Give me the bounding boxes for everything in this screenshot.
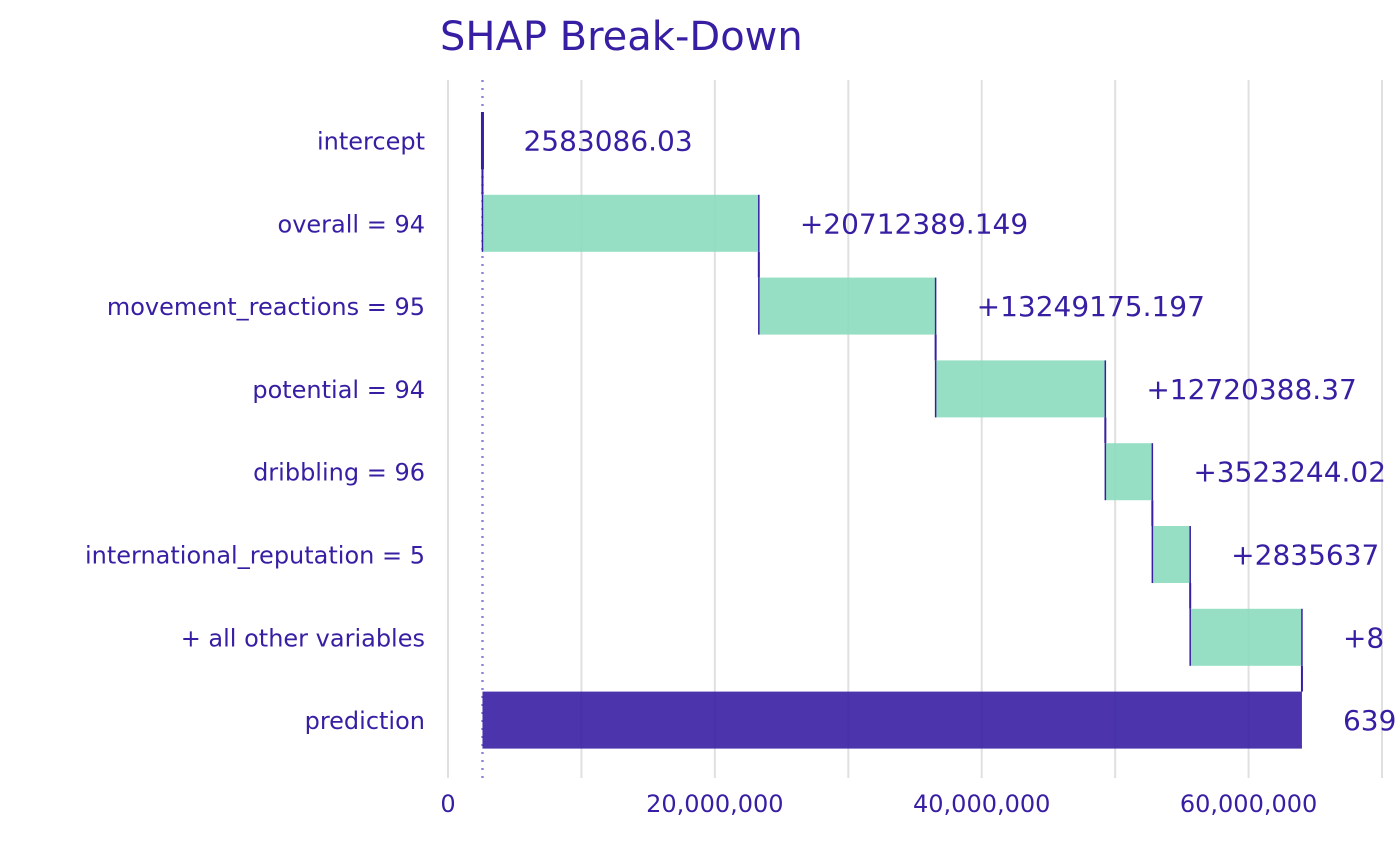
contribution-bar: [758, 277, 936, 335]
variable-label: dribbling = 96: [253, 459, 425, 487]
value-label: +2835637: [1231, 539, 1379, 572]
x-tick-label: 40,000,000: [913, 790, 1050, 818]
contribution-bar: [1105, 443, 1153, 501]
value-label: +3523244.02: [1193, 456, 1386, 489]
bars-layer: [480, 112, 1303, 749]
x-axis-ticks: 0 20,000,000 40,000,000 60,000,000: [440, 790, 1317, 818]
contribution-bar: [1190, 608, 1302, 666]
chart-title: SHAP Break-Down: [440, 14, 803, 60]
contribution-bar: [482, 194, 759, 252]
variable-label: potential = 94: [252, 376, 425, 404]
value-label: 639: [1343, 704, 1396, 737]
contribution-bar: [935, 360, 1106, 418]
labels-layer: intercept 2583086.03 overall = 94 +20712389…: [85, 125, 1396, 738]
value-label: 2583086.03: [523, 125, 692, 158]
variable-label: international_reputation = 5: [85, 542, 425, 570]
contribution-bar: [1152, 526, 1191, 583]
value-label: +12720388.37: [1146, 373, 1357, 406]
variable-label: movement_reactions = 95: [107, 293, 425, 321]
grid-layer: [447, 80, 1383, 778]
value-label: +8: [1343, 621, 1384, 654]
prediction-bar: [482, 691, 1302, 749]
variable-label: prediction: [305, 707, 425, 735]
variable-label: overall = 94: [278, 210, 425, 238]
x-tick-label: 20,000,000: [646, 790, 783, 818]
variable-label: + all other variables: [181, 624, 425, 652]
variable-label: intercept: [317, 128, 425, 156]
value-label: +13249175.197: [977, 290, 1205, 323]
x-tick-label: 60,000,000: [1180, 790, 1317, 818]
x-tick-label: 0: [440, 790, 455, 818]
value-label: +20712389.149: [800, 207, 1028, 240]
